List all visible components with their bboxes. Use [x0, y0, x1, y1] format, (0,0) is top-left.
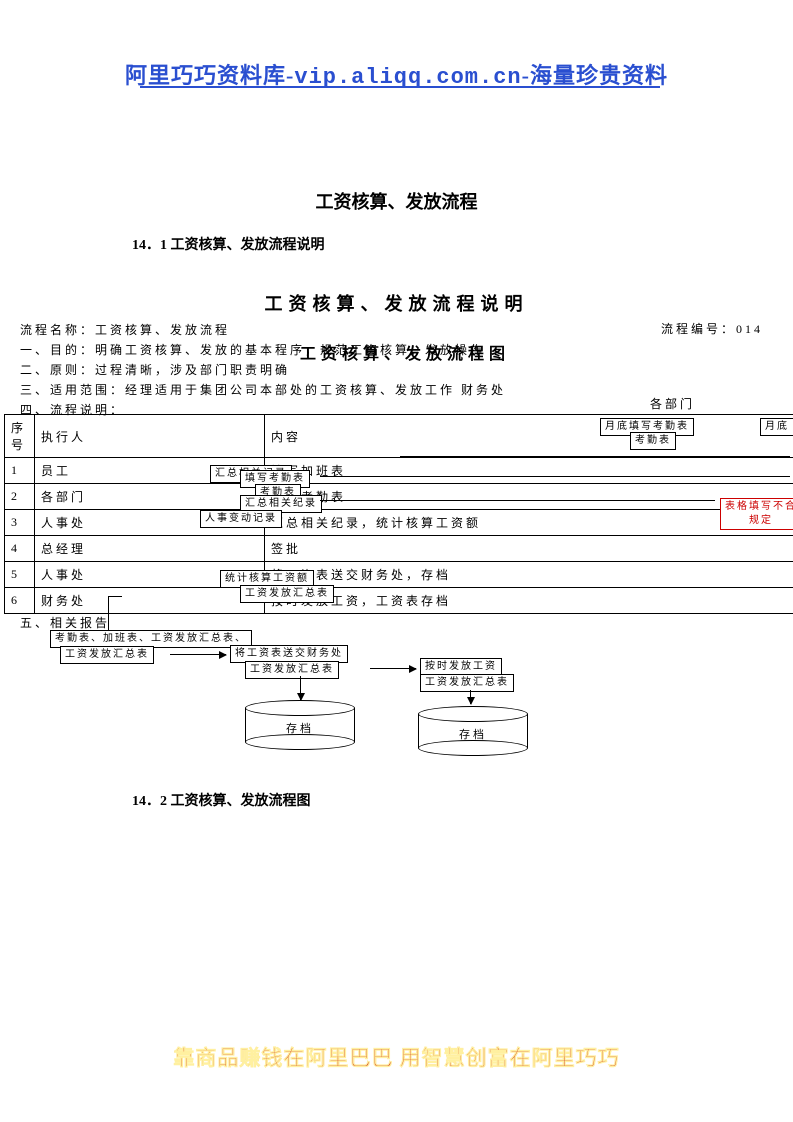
line — [108, 596, 109, 630]
cell: 将工资表送交财务处，存档 — [265, 562, 793, 588]
flow-box: 工资发放汇总表 — [420, 674, 514, 692]
meta-name: 流程名称：工资核算、发放流程 — [20, 320, 506, 340]
table-row: 2各部门填写考勤表 — [5, 484, 793, 510]
cell: 各部门 — [35, 484, 265, 510]
header-underline — [140, 86, 660, 88]
cell: 2 — [5, 484, 35, 510]
th-no: 序号 — [5, 415, 35, 458]
cell: 填写加班表 — [265, 458, 793, 484]
red-line1: 表格填写不合 — [725, 500, 793, 514]
cyl-label: 存档 — [418, 726, 528, 742]
table-row: 1员工填写加班表 — [5, 458, 793, 484]
line — [320, 476, 790, 477]
header-part2: 海量珍贵资料 — [530, 63, 668, 88]
table-row: 4总经理签批 — [5, 536, 793, 562]
arrow-icon — [300, 676, 301, 700]
cell: 5 — [5, 562, 35, 588]
cell: 1 — [5, 458, 35, 484]
arrow-icon — [470, 690, 471, 704]
arrow-icon — [370, 668, 416, 669]
cyl-label: 存档 — [245, 720, 355, 736]
main-title: 工资核算、发放流程 — [0, 188, 793, 214]
cell: 汇总相关纪录，统计核算工资额 — [265, 510, 793, 536]
section-5-heading: 五、相关报告 — [20, 614, 110, 631]
flow-box: 工资发放汇总表 — [240, 585, 334, 603]
footer-banner: 靠商品赚钱在阿里巴巴 用智慧创富在阿里巧巧 — [0, 1042, 793, 1072]
meta-line3: 三、适用范围：经理适用于集团公司本部处的工资核算、发放工作 财务处 — [20, 380, 506, 400]
flow-box-warning: 表格填写不合 规定 — [720, 498, 793, 530]
table-row: 6财务处按时发放工资，工资表存档 — [5, 588, 793, 614]
red-line2: 规定 — [725, 514, 793, 528]
cell: 总经理 — [35, 536, 265, 562]
flow-box: 月底 — [760, 418, 793, 436]
cell: 6 — [5, 588, 35, 614]
line — [108, 596, 122, 597]
table-row: 5人事处将工资表送交财务处，存档 — [5, 562, 793, 588]
header-sep2: - — [522, 63, 530, 88]
section-14-1-heading: 14．1 工资核算、发放流程说明 — [132, 234, 325, 254]
archive-cylinder: 存档 — [418, 706, 528, 756]
meta-block: 流程名称：工资核算、发放流程 一、目的：明确工资核算、发放的基本程序，规范工资核… — [20, 320, 506, 420]
dept-header-right: 各部门 — [650, 395, 695, 412]
flow-box: 考勤表 — [630, 432, 676, 450]
flow-box: 工资发放汇总表 — [60, 646, 154, 664]
flow-box: 工资发放汇总表 — [245, 661, 339, 679]
cell: 4 — [5, 536, 35, 562]
table-row: 3人事处汇总相关纪录，统计核算工资额 — [5, 510, 793, 536]
flowchart-title: 工资核算、发放流程图 — [300, 340, 510, 364]
th-content: 内容 — [265, 415, 793, 458]
cell: 财务处 — [35, 588, 265, 614]
line — [400, 456, 790, 457]
cell: 签批 — [265, 536, 793, 562]
archive-cylinder: 存档 — [245, 700, 355, 750]
line — [320, 500, 715, 501]
th-exec: 执行人 — [35, 415, 265, 458]
cell: 填写考勤表 — [265, 484, 793, 510]
cell: 3 — [5, 510, 35, 536]
cell: 按时发放工资，工资表存档 — [265, 588, 793, 614]
subtitle-explain: 工资核算、发放流程说明 — [0, 290, 793, 316]
section-14-2-heading: 14．2 工资核算、发放流程图 — [132, 790, 311, 810]
flow-box: 人事变动记录 — [200, 510, 282, 528]
arrow-icon — [170, 654, 226, 655]
flow-number: 流程编号：014 — [661, 320, 763, 337]
header-part1: 阿里巧巧资料库 — [125, 63, 286, 88]
